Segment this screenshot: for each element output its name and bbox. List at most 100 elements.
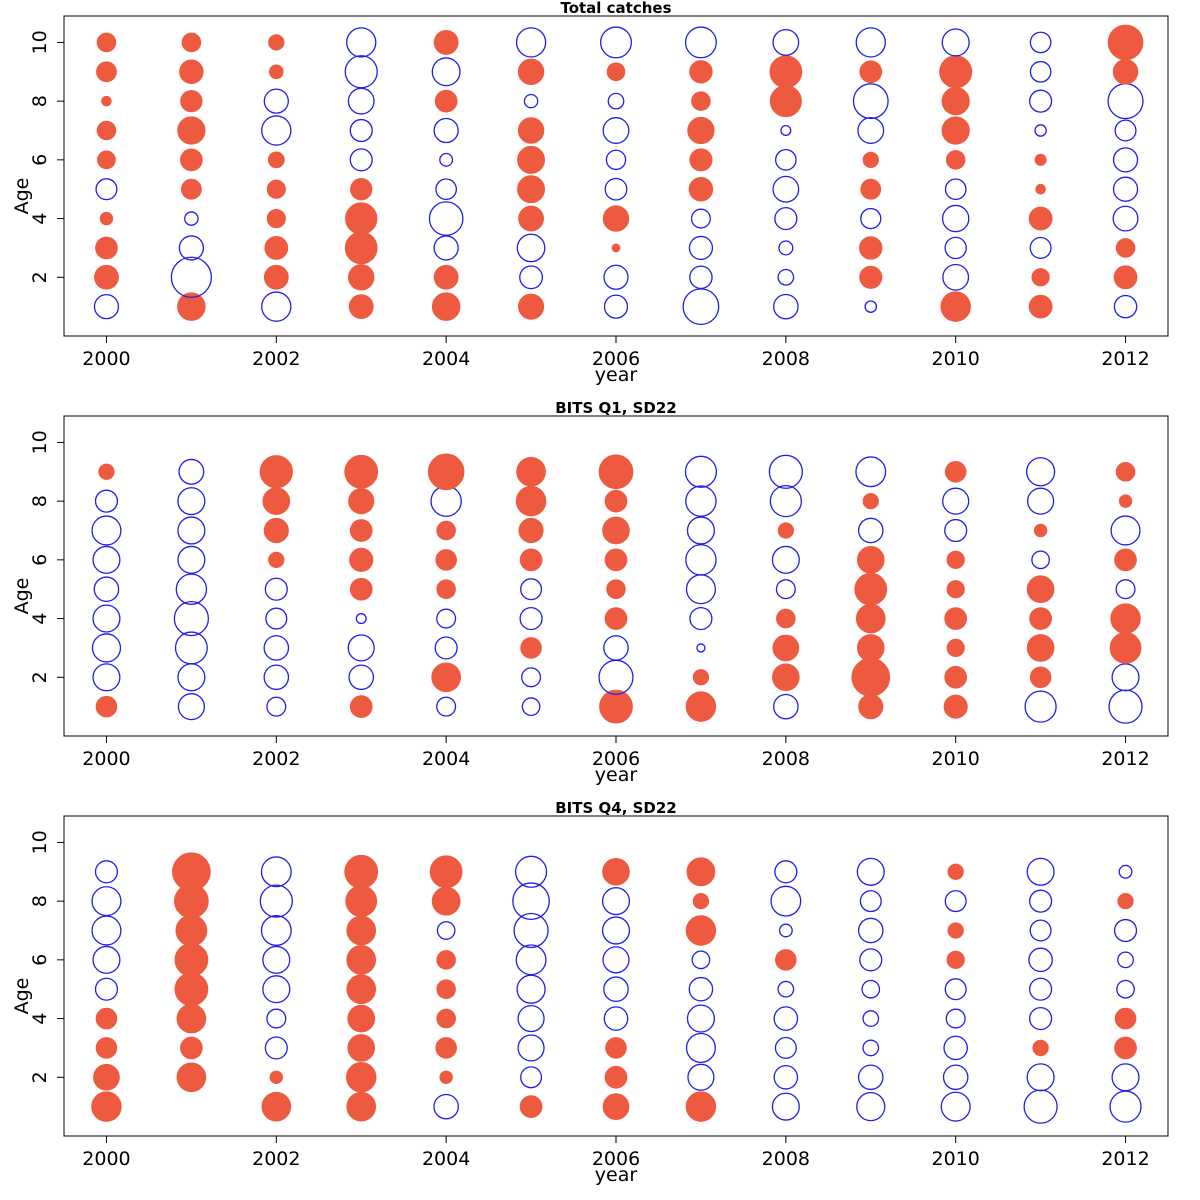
bubble-negative-2002-age4 <box>266 1008 287 1029</box>
bubble-positive-2012-age8 <box>1117 892 1134 910</box>
bubble-negative-2008-age3 <box>774 1036 797 1059</box>
bubble-positive-2000-age7 <box>96 120 117 141</box>
bubble-negative-2011-age6 <box>1028 947 1053 973</box>
bubble-negative-2009-age10 <box>855 27 886 58</box>
bubble-negative-2005-age2 <box>521 667 542 688</box>
bubble-positive-2009-age3 <box>856 634 885 662</box>
bubble-negative-2009-age7 <box>857 117 885 144</box>
bubble-negative-2005-age3 <box>516 233 546 263</box>
bubble-negative-2002-age4 <box>265 607 288 630</box>
bubble-positive-2004-age2 <box>439 1070 453 1085</box>
bubble-positive-2005-age7 <box>517 117 545 144</box>
bubble-negative-2002-age5 <box>264 577 288 601</box>
bubble-positive-2010-age7 <box>941 116 970 145</box>
bubble-negative-2010-age10 <box>941 28 970 57</box>
bubble-negative-2004-age6 <box>439 152 454 167</box>
y-tick-label: 10 <box>29 830 51 854</box>
bubble-negative-2001-age3 <box>174 631 208 665</box>
bubble-negative-2010-age1 <box>940 1091 971 1122</box>
bubble-negative-2008-age5 <box>772 175 800 203</box>
bubble-positive-2010-age7 <box>947 922 964 939</box>
bubble-negative-2002-age8 <box>263 88 289 114</box>
bubble-negative-2002-age3 <box>263 635 290 661</box>
bubble-negative-2002-age2 <box>263 664 290 691</box>
bubble-positive-2010-age4 <box>944 607 968 630</box>
bubble-positive-2002-age4 <box>266 208 286 229</box>
bubble-negative-2004-age4 <box>436 608 457 629</box>
bubble-negative-2012-age4 <box>1112 205 1139 232</box>
bubble-positive-2003-age8 <box>348 488 375 515</box>
bubble-negative-2006-age5 <box>604 177 628 201</box>
bubble-positive-2003-age3 <box>344 231 378 265</box>
bubble-negative-2008-age9 <box>774 860 798 884</box>
bubble-positive-2012-age4 <box>1114 1007 1137 1030</box>
bubble-negative-2011-age5 <box>1029 977 1053 1001</box>
x-tick-label: 2010 <box>932 1148 980 1170</box>
bubble-negative-2000-age1 <box>93 293 120 320</box>
bubble-negative-2005-age3 <box>517 1034 545 1062</box>
bubble-positive-2012-age8 <box>1118 494 1133 508</box>
y-axis-label: Age <box>11 578 33 615</box>
bubble-negative-2005-age7 <box>513 912 549 949</box>
x-tick-label: 2000 <box>82 1148 130 1170</box>
bubble-positive-2006-age1 <box>599 689 633 724</box>
y-tick-label: 10 <box>29 30 51 54</box>
bubble-negative-2007-age3 <box>696 643 706 653</box>
bubble-positive-2009-age2 <box>851 657 891 697</box>
bubble-negative-2011-age8 <box>1029 89 1053 113</box>
bubble-positive-2008-age7 <box>777 522 794 539</box>
panel-title: BITS Q4, SD22 <box>555 799 677 817</box>
bubble-positive-2011-age1 <box>1028 294 1053 319</box>
bubble-positive-2008-age6 <box>775 949 797 971</box>
bubble-positive-2010-age8 <box>941 87 970 116</box>
bubble-positive-2006-age7 <box>602 516 630 545</box>
bubble-negative-2012-age5 <box>1112 176 1139 202</box>
bubble-positive-2006-age3 <box>605 1037 627 1059</box>
bubble-negative-2008-age6 <box>771 545 800 574</box>
bubble-negative-2005-age2 <box>520 1066 543 1089</box>
bubble-negative-2012-age5 <box>1116 979 1135 999</box>
bubble-negative-2002-age3 <box>264 1036 288 1060</box>
bubble-negative-2006-age5 <box>603 976 629 1003</box>
bubble-negative-2003-age10 <box>346 27 377 58</box>
bubble-positive-2005-age9 <box>517 58 545 85</box>
bubble-negative-2009-age7 <box>857 517 884 544</box>
bubble-negative-2007-age8 <box>685 485 717 517</box>
bubble-negative-2003-age3 <box>347 634 375 662</box>
bubble-positive-2000-age6 <box>97 150 116 170</box>
bubble-negative-2011-age9 <box>1026 857 1055 886</box>
bubble-positive-2000-age9 <box>96 61 117 83</box>
bubble-positive-2007-age8 <box>691 91 711 111</box>
bubble-positive-2003-age4 <box>347 1004 376 1033</box>
bubble-positive-2008-age9 <box>769 55 803 89</box>
y-tick-label: 4 <box>29 1013 51 1025</box>
bubble-positive-2007-age9 <box>686 857 716 887</box>
bubble-negative-2000-age4 <box>92 604 121 633</box>
bubble-positive-2002-age1 <box>261 1091 292 1122</box>
bubble-positive-2011-age3 <box>1032 1039 1049 1057</box>
bubble-positive-2002-age9 <box>268 64 284 80</box>
bubble-positive-2003-age4 <box>345 202 378 235</box>
bubble-negative-2004-age5 <box>435 178 458 201</box>
bubble-positive-2010-age6 <box>946 550 965 569</box>
bubble-positive-2010-age9 <box>944 460 967 483</box>
bubble-positive-2001-age1 <box>177 292 206 321</box>
y-tick-label: 10 <box>29 430 51 454</box>
bubble-positive-2009-age1 <box>858 694 884 720</box>
bubble-negative-2001-age3 <box>178 235 205 261</box>
bubble-negative-2007-age9 <box>684 455 718 488</box>
bubble-negative-2008-age8 <box>769 484 802 518</box>
bubble-negative-2002-age8 <box>259 884 293 918</box>
bubble-negative-2007-age6 <box>685 544 717 576</box>
bubble-positive-2006-age1 <box>602 1093 630 1121</box>
y-tick-label: 8 <box>29 95 51 107</box>
bubble-positive-2010-age1 <box>940 291 971 322</box>
bubble-positive-2005-age4 <box>518 205 544 232</box>
bubble-negative-2010-age2 <box>942 1064 969 1091</box>
bubble-negative-2003-age6 <box>349 148 373 172</box>
bubble-positive-2002-age2 <box>263 264 289 290</box>
bubble-negative-2000-age8 <box>94 489 119 513</box>
bubble-positive-2009-age9 <box>859 60 883 84</box>
x-tick-label: 2004 <box>422 1148 470 1170</box>
